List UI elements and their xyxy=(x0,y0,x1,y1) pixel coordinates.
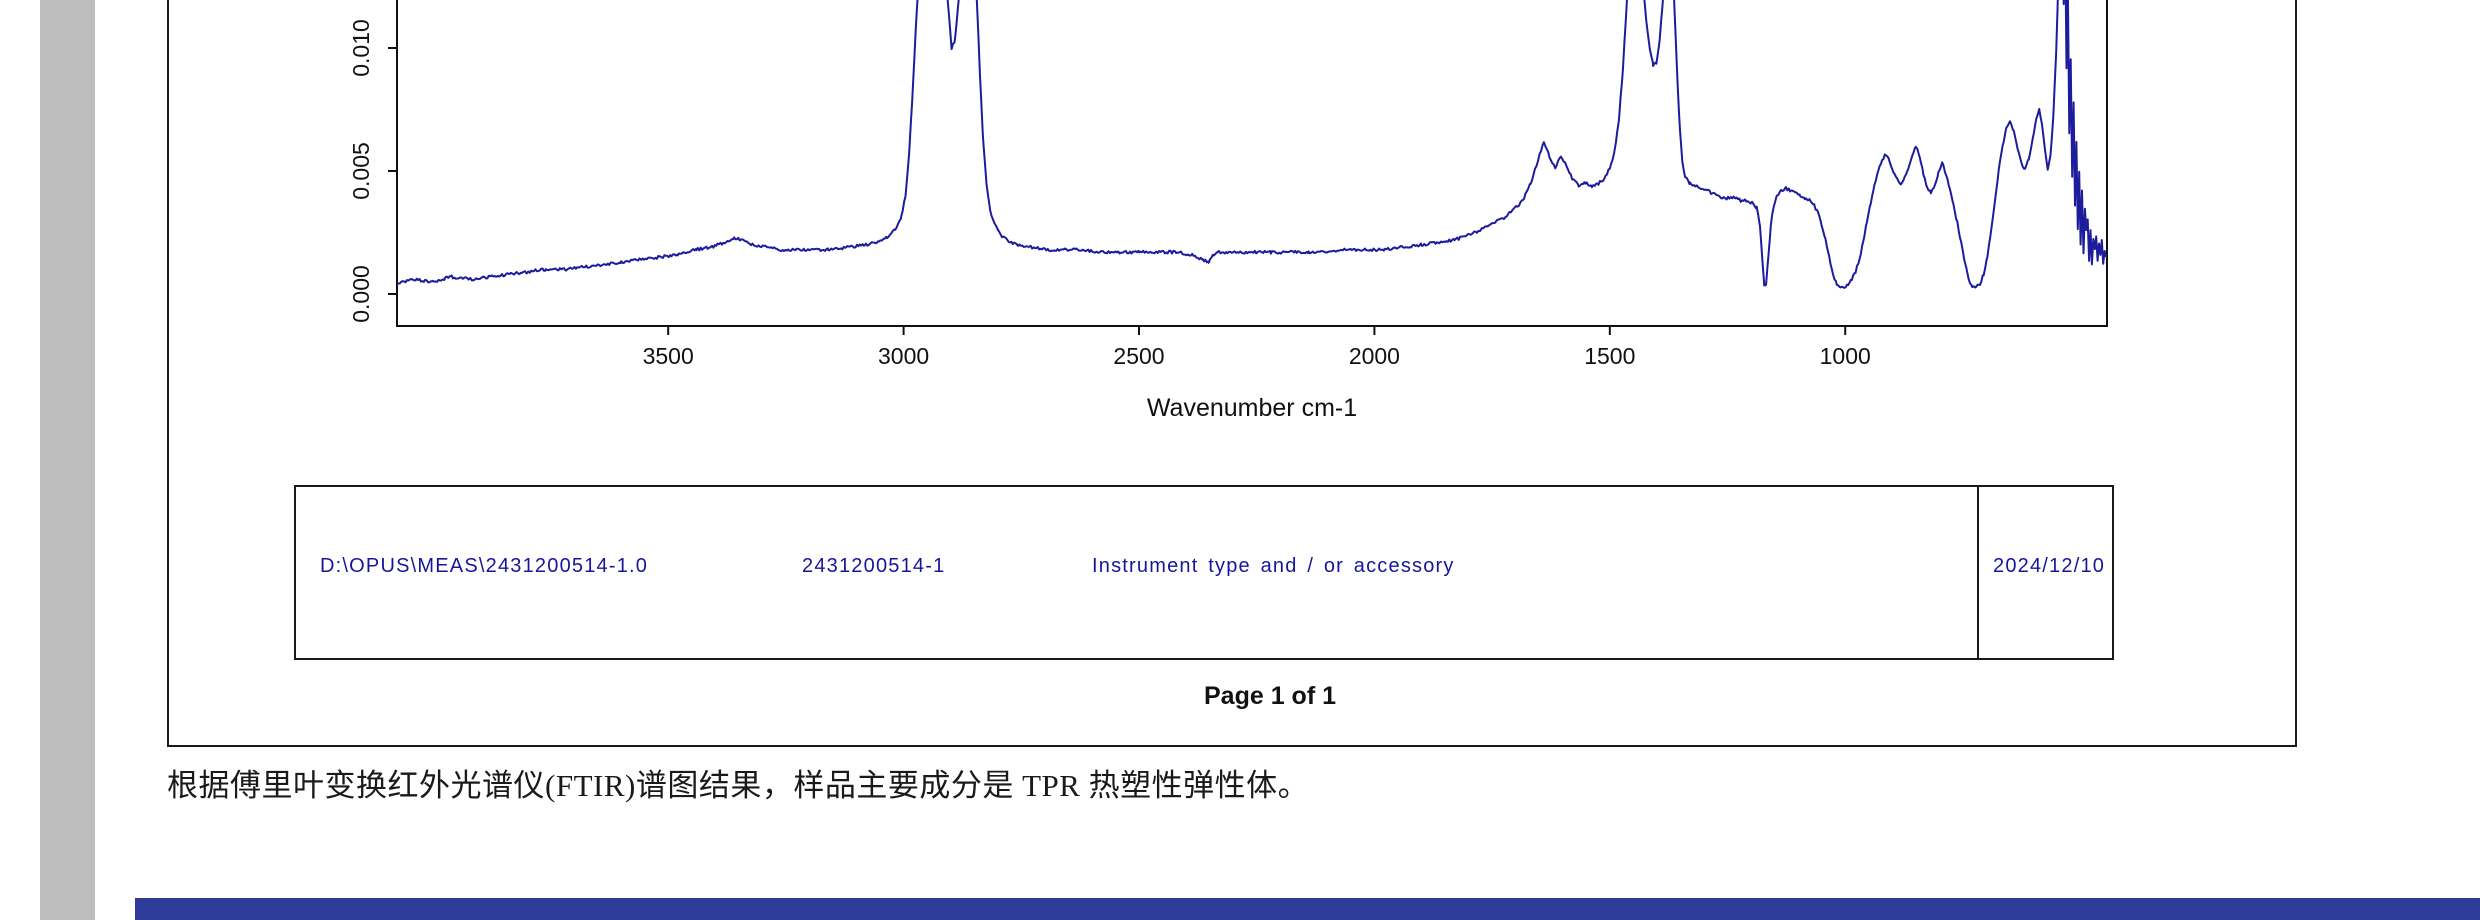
conclusion-text: 根据傅里叶变换红外光谱仪(FTIR)谱图结果，样品主要成分是 TPR 热塑性弹性… xyxy=(167,768,1310,803)
page-number-label: Page 1 of 1 xyxy=(1204,682,1336,710)
x-tick-label: 1500 xyxy=(1584,343,1635,369)
ftir-spectrum-chart: 3500 3000 2500 2000 1500 1000 0.000 0.005 0.010 W… xyxy=(348,0,2108,422)
report-info-table: D:\OPUS\MEAS\2431200514-1.0 2431200514-1… xyxy=(294,485,2114,660)
instrument-label: Instrument type and / or accessory xyxy=(1092,555,1455,577)
table-column-divider xyxy=(1977,487,1979,658)
y-tick-label: 0.005 xyxy=(348,142,374,200)
plot-axes xyxy=(396,0,2108,327)
y-tick-label: 0.000 xyxy=(348,265,374,323)
x-tick-label: 2000 xyxy=(1349,343,1400,369)
y-tick-label: 0.010 xyxy=(348,19,374,77)
x-tick-label: 3000 xyxy=(878,343,929,369)
file-path: D:\OPUS\MEAS\2431200514-1.0 xyxy=(320,555,649,577)
x-axis-label: Wavenumber cm-1 xyxy=(1147,394,1357,422)
x-tick-label: 3500 xyxy=(643,343,694,369)
spectrum-trace xyxy=(396,0,2108,289)
sample-name: 2431200514-1 xyxy=(802,555,946,577)
viewer-background-band xyxy=(40,0,95,920)
report-frame xyxy=(167,0,2297,747)
footer-blue-bar xyxy=(135,898,2480,920)
measurement-date: 2024/12/10 xyxy=(1993,555,2106,577)
x-tick-label: 2500 xyxy=(1113,343,1164,369)
x-tick-label: 1000 xyxy=(1820,343,1871,369)
